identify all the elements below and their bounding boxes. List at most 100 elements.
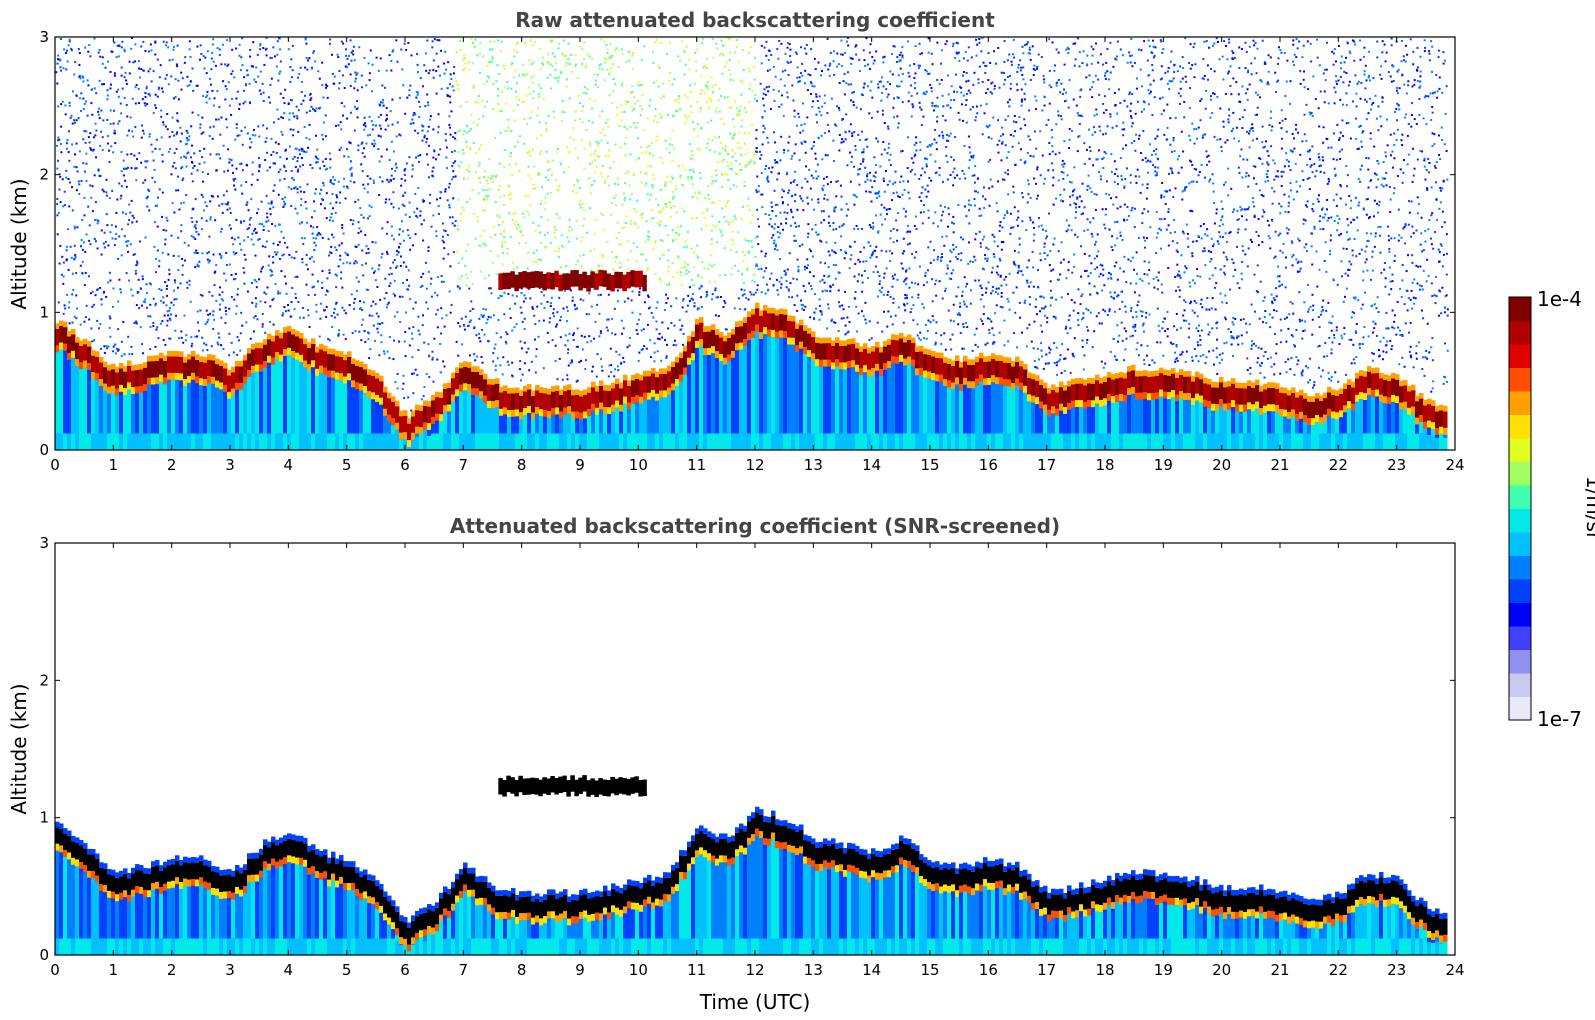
bl-edge-cell (495, 378, 500, 384)
noise-pixel (233, 298, 236, 301)
noise-pixel (762, 97, 765, 100)
noise-pixel (714, 287, 717, 290)
bl-top-cell (511, 393, 516, 410)
noise-pixel (269, 56, 272, 59)
noise-pixel (56, 62, 59, 65)
noise-pixel (503, 86, 506, 89)
bl-edge-cell (311, 360, 316, 368)
aerosol-column (427, 420, 432, 450)
noise-pixel (761, 143, 764, 146)
noise-pixel (521, 234, 524, 237)
bl-edge-cell (459, 384, 464, 392)
noise-pixel (305, 283, 308, 286)
surface-band (507, 433, 512, 450)
noise-pixel (744, 296, 747, 299)
noise-pixel (480, 314, 483, 317)
noise-pixel (630, 219, 633, 222)
noise-pixel (133, 322, 136, 325)
noise-pixel (453, 149, 456, 152)
noise-pixel (617, 66, 620, 69)
noise-pixel (757, 243, 760, 246)
noise-pixel (620, 319, 623, 322)
noise-pixel (392, 358, 395, 361)
noise-pixel (235, 312, 238, 315)
noise-pixel (681, 39, 684, 42)
noise-pixel (571, 190, 574, 193)
noise-pixel (727, 37, 730, 40)
noise-pixel (361, 264, 364, 267)
noise-pixel (290, 169, 293, 172)
noise-pixel (769, 68, 772, 71)
noise-pixel (349, 262, 352, 265)
aerosol-column (287, 345, 292, 450)
noise-pixel (207, 172, 210, 175)
noise-pixel (581, 47, 584, 50)
noise-pixel (362, 123, 365, 126)
noise-pixel (235, 167, 238, 170)
noise-pixel (601, 128, 604, 131)
noise-pixel (106, 142, 109, 145)
bl-top-cell (383, 392, 388, 409)
surface-band (427, 435, 432, 450)
noise-pixel (545, 150, 548, 153)
noise-pixel (197, 233, 200, 236)
noise-pixel (723, 300, 726, 303)
noise-pixel (183, 155, 186, 158)
aerosol-column (167, 370, 172, 450)
noise-pixel (384, 277, 387, 280)
noise-pixel (402, 84, 405, 87)
noise-pixel (388, 336, 391, 339)
noise-pixel (557, 148, 560, 151)
noise-pixel (75, 189, 78, 192)
noise-pixel (437, 65, 440, 68)
noise-pixel (175, 314, 178, 317)
noise-pixel (313, 50, 316, 53)
noise-pixel (653, 178, 656, 181)
noise-pixel (110, 224, 113, 227)
bl-top-cell (139, 369, 144, 386)
noise-pixel (707, 107, 710, 110)
noise-pixel (402, 382, 405, 385)
aerosol-column (527, 403, 532, 450)
noise-pixel (238, 103, 241, 106)
noise-pixel (792, 216, 795, 219)
noise-pixel (588, 119, 591, 122)
noise-pixel (760, 62, 763, 65)
noise-pixel (583, 335, 586, 338)
noise-pixel (723, 43, 726, 46)
noise-pixel (270, 200, 273, 203)
bl-top-cell (699, 322, 704, 340)
noise-pixel (125, 185, 128, 188)
noise-pixel (431, 356, 434, 359)
noise-pixel (131, 130, 134, 133)
bl-top-cell (331, 354, 336, 371)
surface-band (623, 433, 628, 450)
noise-pixel (377, 268, 380, 271)
noise-pixel (208, 135, 211, 138)
noise-pixel (511, 261, 514, 264)
bl-edge-cell (427, 423, 432, 430)
noise-pixel (184, 56, 187, 59)
surface-band (323, 433, 328, 450)
noise-pixel (565, 61, 568, 64)
bl-top-cell (271, 341, 276, 358)
noise-pixel (269, 305, 272, 308)
noise-pixel (628, 184, 631, 187)
noise-pixel (132, 216, 135, 219)
aerosol-column (415, 423, 420, 450)
noise-pixel (365, 245, 368, 248)
noise-pixel (515, 220, 518, 223)
noise-pixel (636, 122, 639, 125)
noise-pixel (284, 310, 287, 313)
noise-pixel (549, 73, 552, 76)
noise-pixel (380, 334, 383, 337)
bl-edge-cell (163, 355, 168, 361)
noise-pixel (260, 267, 263, 270)
noise-pixel (418, 333, 421, 336)
noise-pixel (338, 244, 341, 247)
noise-pixel (772, 65, 775, 68)
noise-pixel (672, 344, 675, 347)
surface-band (107, 433, 112, 450)
noise-pixel (426, 130, 429, 133)
noise-pixel (668, 281, 671, 284)
